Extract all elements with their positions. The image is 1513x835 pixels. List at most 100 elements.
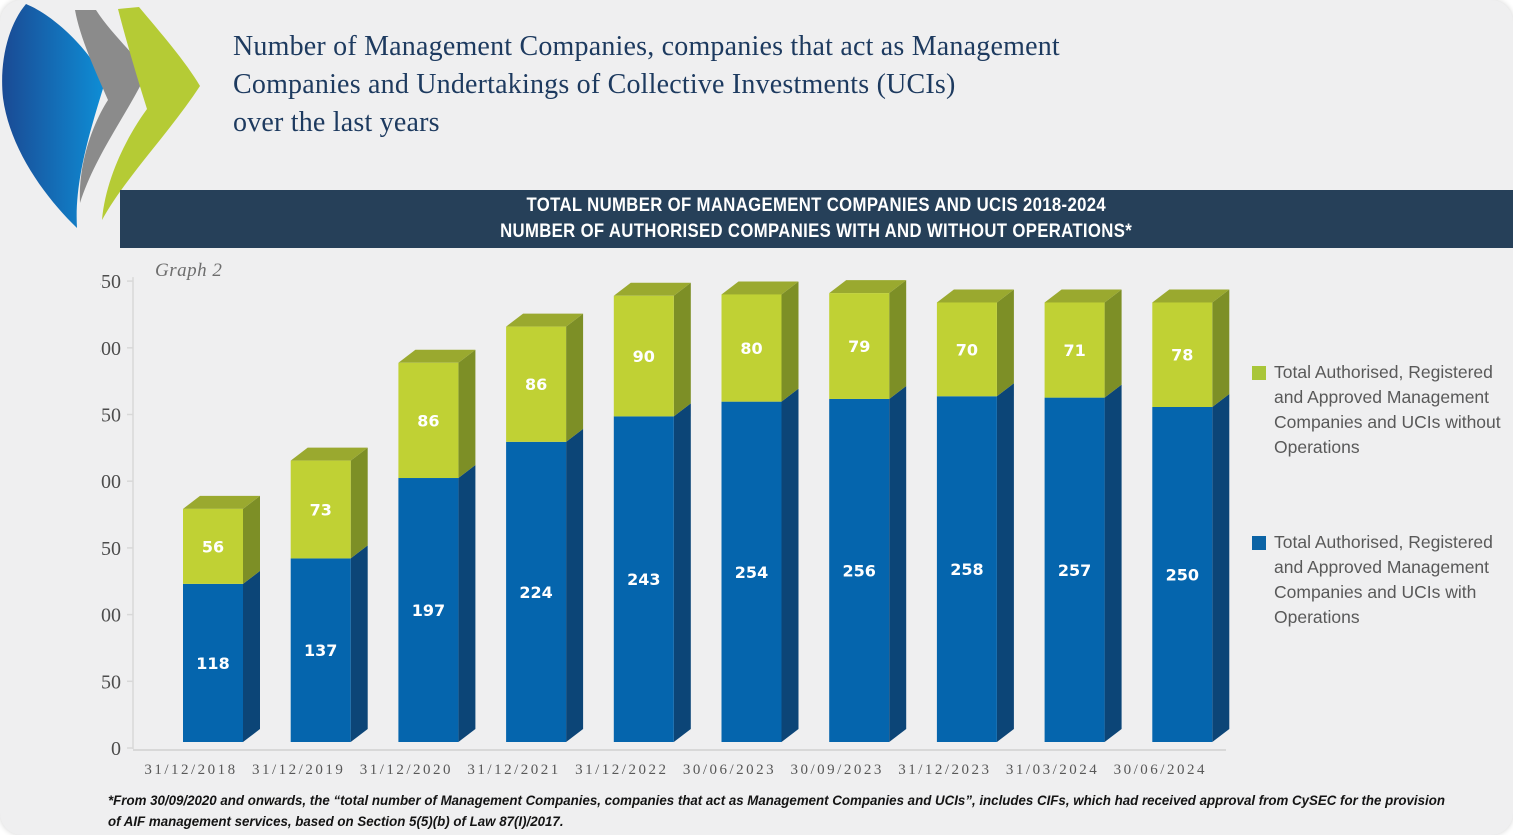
bar-without-operations-side [243,495,260,584]
bar-without-operations-front [1152,302,1213,407]
legend-item-with-operations: Total Authorised, Registered and Approve… [1252,530,1510,630]
y-tick-label: 50 [101,671,121,693]
x-tick-label: 30/06/2023 [683,762,776,778]
bar-with-operations-side [350,545,368,742]
bar-with-operations-side [673,403,691,742]
bar-without-operations-front [506,326,567,442]
legend-label-without-operations: Total Authorised, Registered and Approve… [1274,362,1501,457]
bar-with-operations-side [781,388,799,742]
bar-without-operations-top [721,281,799,295]
logo-blue-swoosh-icon [2,4,106,228]
chart-legend: Total Authorised, Registered and Approve… [1252,360,1510,630]
y-tick-label: 150 [100,538,121,560]
bar-with-operations-side [889,385,907,742]
value-label-without-operations: 73 [310,501,332,520]
bar-without-operations-front [1044,302,1105,398]
x-tick-label: 31/12/2018 [144,762,237,778]
bar-without-operations-top [936,289,1014,303]
value-label-without-operations: 80 [740,339,762,358]
bar-with-operations-front [721,401,782,742]
bar-without-operations-top [183,495,260,509]
bar-without-operations-side [889,280,907,399]
bar-without-operations-front [721,294,782,402]
value-label-without-operations: 90 [633,347,655,366]
value-label-with-operations: 257 [1058,561,1091,580]
legend-swatch-blue-icon [1252,536,1266,550]
x-tick-label: 31/12/2021 [467,762,560,778]
bar-with-operations-front [506,441,567,742]
value-label-with-operations: 197 [412,601,445,620]
graph-number-label: Graph 2 [155,260,223,281]
bar-with-operations-side [458,465,476,742]
y-tick-label: 250 [100,405,121,427]
bar-without-operations-front [183,508,243,584]
bar-without-operations-top [398,349,476,363]
value-label-with-operations: 224 [519,583,552,602]
x-tick-label: 31/12/2023 [898,762,991,778]
title-line-3: over the last years [233,107,440,138]
bar-without-operations-side [673,282,691,417]
bar-with-operations-front [398,478,459,742]
legend-swatch-green-icon [1252,366,1266,380]
bar-without-operations-front [936,302,997,397]
bar-with-operations-side [566,428,584,742]
value-label-with-operations: 258 [950,560,983,579]
y-tick-label: 200 [100,471,121,493]
y-tick-label: 0 [111,738,121,760]
chart-title-banner: TOTAL NUMBER OF MANAGEMENT COMPANIES AND… [120,190,1513,248]
x-tick-label: 31/12/2022 [575,762,668,778]
bar-without-operations-front [398,362,459,479]
bar-without-operations-side [350,447,368,559]
banner-line-2: NUMBER OF AUTHORISED COMPANIES WITH AND … [500,221,1133,242]
bar-without-operations-side [458,349,476,479]
value-label-without-operations: 78 [1171,346,1193,365]
y-tick-label: 300 [100,338,121,360]
value-label-with-operations: 256 [842,561,875,580]
bar-with-operations-side [1104,384,1122,742]
logo-gray-chevron-icon [75,10,147,203]
title-line-2: Companies and Undertakings of Collective… [233,69,956,100]
y-tick-label: 100 [100,605,121,627]
bar-with-operations-front [290,558,351,742]
value-label-with-operations: 243 [627,570,660,589]
bar-without-operations-top [829,280,907,294]
bar-with-operations-side [1212,394,1230,742]
bar-without-operations-front [290,460,351,559]
value-label-with-operations: 250 [1166,566,1199,585]
bar-without-operations-side [1212,289,1230,407]
legend-label-with-operations: Total Authorised, Registered and Approve… [1274,532,1493,627]
bar-without-operations-top [1044,289,1122,303]
value-label-without-operations: 86 [417,411,439,430]
footnote-line-1: *From 30/09/2020 and onwards, the “total… [108,792,1445,808]
bar-without-operations-top [506,313,584,327]
bar-with-operations-front [936,396,997,742]
bar-without-operations-top [613,282,691,296]
value-label-with-operations: 137 [304,641,337,660]
bar-without-operations-top [290,447,368,461]
footnote-line-2: of AIF management services, based on Sec… [108,813,564,829]
stacked-bar-chart: 0 50 100 150 200 250 300 350 118 56 31/12/2018 137 7… [100,271,1230,778]
bar-without-operations-side [781,281,799,402]
y-tick-label: 350 [100,271,121,293]
footnote: *From 30/09/2020 and onwards, the “total… [108,790,1445,832]
bar-with-operations-front [829,398,890,742]
bar-without-operations-side [1104,289,1122,398]
page-title: Number of Management Companies, companie… [233,28,1060,142]
bar-with-operations-side [243,570,260,742]
value-label-without-operations: 56 [202,537,224,556]
x-tick-label: 31/12/2019 [252,762,345,778]
bar-without-operations-side [996,289,1014,397]
x-tick-label: 31/03/2024 [1006,762,1099,778]
bar-without-operations-front [829,293,890,399]
value-label-with-operations: 254 [735,563,768,582]
bar-with-operations-front [183,583,243,742]
value-label-without-operations: 79 [848,337,870,356]
title-line-1: Number of Management Companies, companie… [233,31,1060,62]
value-label-with-operations: 118 [196,654,229,673]
bar-with-operations-front [1044,397,1105,742]
x-tick-label: 30/09/2023 [791,762,884,778]
logo-green-chevron-icon [102,7,200,220]
legend-item-without-operations: Total Authorised, Registered and Approve… [1252,360,1510,460]
value-label-without-operations: 70 [956,340,978,359]
